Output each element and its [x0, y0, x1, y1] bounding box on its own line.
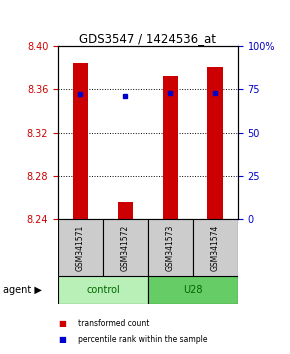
- Text: percentile rank within the sample: percentile rank within the sample: [78, 335, 208, 344]
- Bar: [103, 219, 148, 276]
- Text: GSM341572: GSM341572: [121, 225, 130, 271]
- Bar: [148, 219, 193, 276]
- Text: GSM341571: GSM341571: [76, 225, 85, 271]
- Text: agent ▶: agent ▶: [3, 285, 42, 295]
- Title: GDS3547 / 1424536_at: GDS3547 / 1424536_at: [79, 32, 216, 45]
- Text: control: control: [86, 285, 120, 295]
- Bar: [162, 76, 178, 219]
- Bar: [148, 276, 238, 304]
- Text: GSM341574: GSM341574: [211, 224, 220, 271]
- Bar: [58, 219, 103, 276]
- Text: ■: ■: [58, 335, 66, 344]
- Bar: [207, 67, 223, 219]
- Text: transformed count: transformed count: [78, 319, 150, 329]
- Text: U28: U28: [183, 285, 203, 295]
- Bar: [193, 219, 238, 276]
- Text: GSM341573: GSM341573: [166, 224, 175, 271]
- Bar: [117, 202, 133, 219]
- Text: ■: ■: [58, 319, 66, 329]
- Bar: [58, 276, 148, 304]
- Bar: [72, 63, 88, 219]
